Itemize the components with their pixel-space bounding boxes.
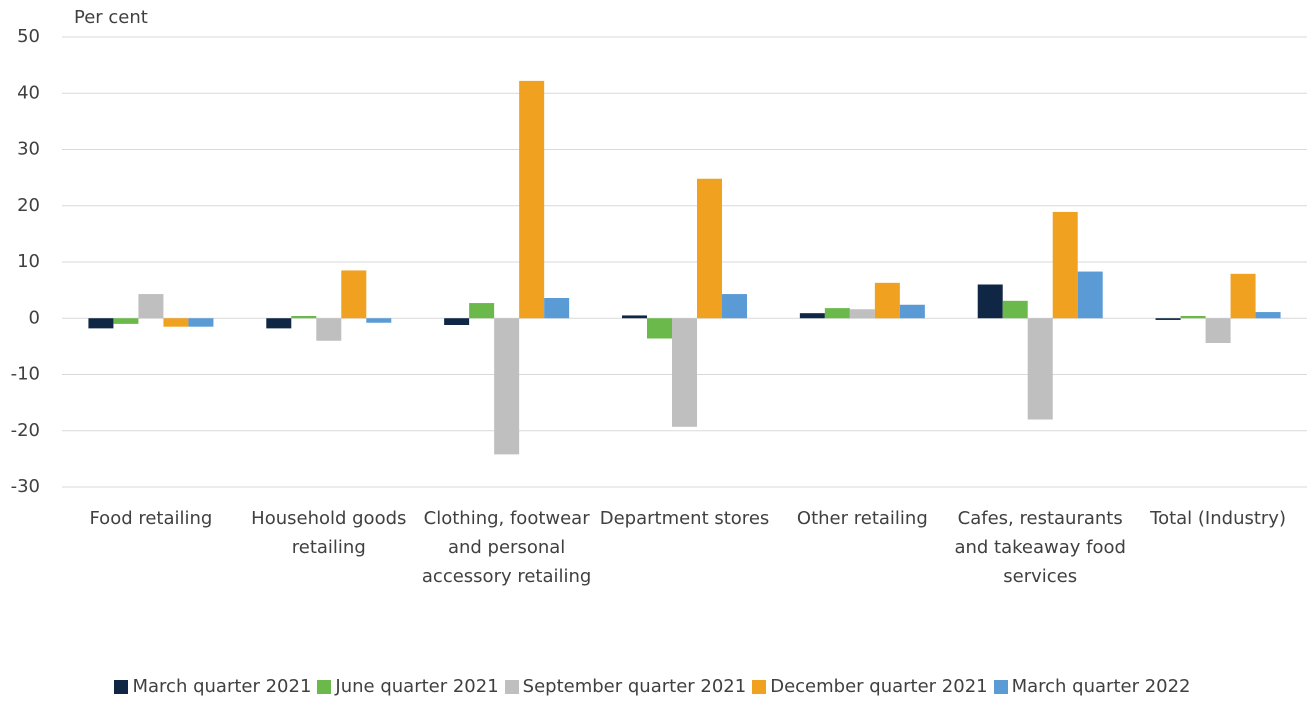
bar	[266, 318, 292, 329]
legend-item: December quarter 2021	[752, 676, 988, 697]
bar	[672, 318, 697, 427]
legend-swatch	[114, 679, 129, 694]
bar	[138, 294, 164, 319]
bar	[1255, 312, 1281, 319]
legend-swatch	[317, 679, 332, 694]
legend-item: March quarter 2022	[993, 676, 1191, 697]
bar	[977, 284, 1003, 319]
y-tick-label: 40	[17, 82, 40, 103]
bar	[874, 282, 900, 319]
x-tick-label: Total (Industry)	[1150, 508, 1286, 529]
bar	[1205, 318, 1231, 343]
bar	[1230, 273, 1256, 319]
legend-label: December quarter 2021	[770, 676, 988, 697]
bar	[188, 318, 214, 327]
bar	[444, 318, 470, 325]
bar	[1002, 300, 1028, 319]
bar	[469, 303, 495, 319]
legend-label: September quarter 2021	[522, 676, 747, 697]
bar	[1155, 318, 1181, 320]
bar	[622, 315, 647, 319]
bar	[494, 318, 520, 455]
bar	[697, 178, 722, 319]
bar	[849, 309, 875, 319]
x-tick-label: Food retailing	[89, 508, 213, 529]
y-tick-label: 0	[29, 307, 40, 328]
bar	[1180, 316, 1206, 319]
x-tick-label: Household goods retailing	[251, 508, 407, 558]
y-tick-label: 10	[17, 251, 40, 272]
bar	[316, 318, 342, 341]
bar	[341, 270, 367, 319]
legend: March quarter 2021 June quarter 2021 Septe…	[0, 676, 1311, 697]
y-tick-label: -20	[11, 420, 40, 441]
y-axis-label: Per cent	[74, 7, 148, 28]
bar	[722, 294, 747, 319]
bar	[366, 318, 392, 323]
x-tick-label: Cafes, restaurants and takeaway food ser…	[954, 508, 1126, 587]
x-tick-label: Clothing, footwear and personal accessor…	[421, 508, 592, 587]
bar	[1027, 318, 1053, 420]
bar	[1077, 271, 1103, 319]
legend-label: June quarter 2021	[335, 676, 499, 697]
legend-item: September quarter 2021	[504, 676, 747, 697]
y-tick-label: -30	[11, 476, 40, 497]
y-tick-label: 30	[17, 139, 40, 160]
y-tick-label: 20	[17, 195, 40, 216]
legend-label: March quarter 2022	[1011, 676, 1191, 697]
bar	[519, 80, 545, 319]
legend-label: March quarter 2021	[132, 676, 312, 697]
x-tick-label: Other retailing	[796, 508, 928, 529]
legend-swatch	[993, 679, 1008, 694]
bar	[113, 318, 139, 324]
bar	[799, 313, 825, 319]
bar	[88, 318, 114, 329]
bar	[824, 308, 850, 319]
bar	[163, 318, 189, 327]
y-tick-label: 50	[17, 26, 40, 47]
legend-item: March quarter 2021	[114, 676, 311, 697]
bar	[1052, 211, 1078, 319]
bar	[647, 318, 672, 339]
legend-swatch	[752, 679, 767, 694]
bar	[544, 298, 570, 319]
y-tick-label: -10	[11, 364, 40, 385]
legend-item: June quarter 2021	[317, 676, 499, 697]
bar	[899, 304, 925, 319]
bar	[291, 316, 317, 319]
legend-swatch	[504, 679, 519, 694]
x-tick-label: Department stores	[599, 508, 770, 529]
